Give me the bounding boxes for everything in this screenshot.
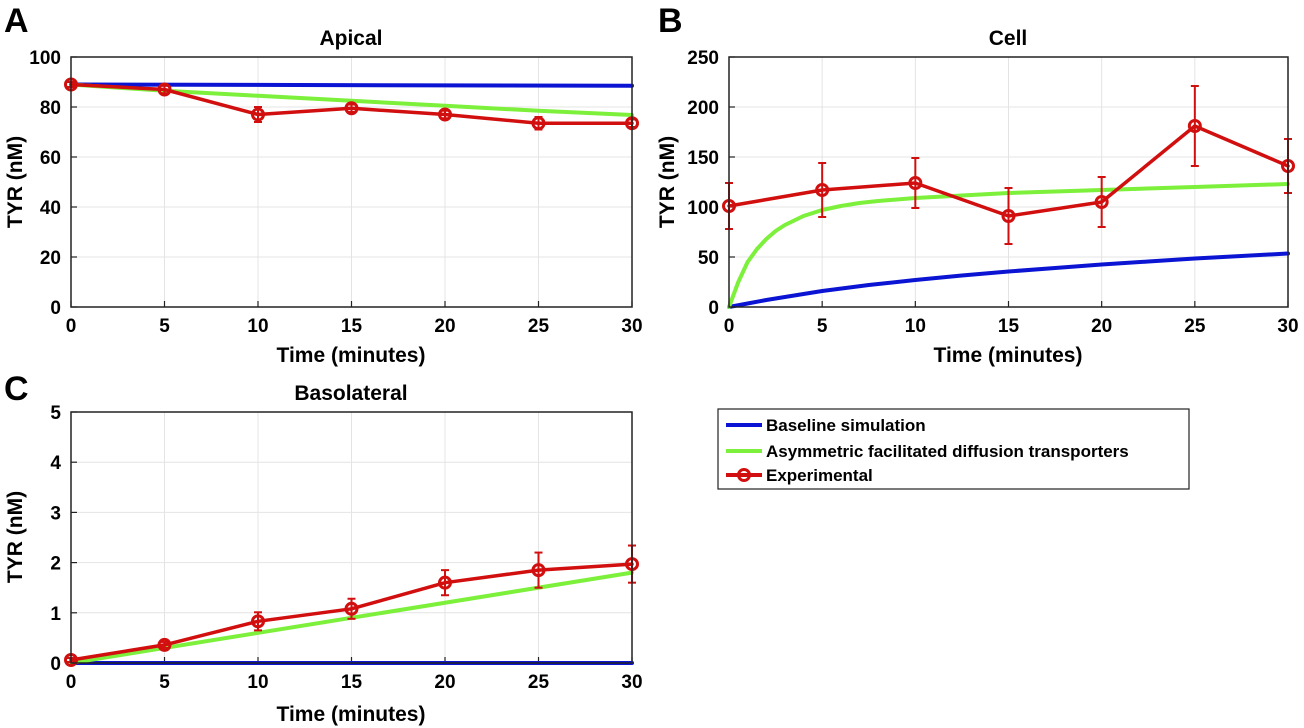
y-tick-label: 200 [687, 98, 719, 119]
series-line-baseline [69, 82, 634, 88]
y-tick-label: 250 [687, 48, 719, 69]
x-tick-label: 0 [66, 316, 77, 337]
data-point [344, 601, 359, 616]
data-point [251, 107, 265, 122]
x-tick-label: 5 [159, 672, 170, 693]
legend-box [717, 408, 1190, 490]
panel-letter-a: A [4, 2, 29, 40]
data-point [438, 575, 452, 590]
x-tick-label: 5 [817, 316, 828, 337]
panel-b-ylabel: TYR (nM) [656, 136, 679, 228]
y-tick-label: 2 [50, 554, 61, 575]
data-point [157, 82, 172, 97]
legend-label-asymmetric: Asymmetric facilitated diffusion transpo… [766, 442, 1129, 461]
x-tick-label: 20 [434, 316, 455, 337]
y-tick-label: 0 [708, 298, 719, 319]
data-point [815, 183, 830, 197]
y-tick-label: 60 [40, 148, 61, 169]
x-tick-label: 10 [905, 316, 926, 337]
y-tick-label: 0 [50, 298, 61, 319]
y-tick-label: 100 [687, 198, 719, 219]
panel-a: A Apical 0 5 10 15 20 25 30 0 20 40 60 80 100 Time (… [4, 2, 643, 367]
x-tick-label: 15 [341, 672, 363, 693]
x-tick-label: 10 [247, 316, 268, 337]
panel-a-title: Apical [319, 27, 382, 50]
x-tick-label: 0 [724, 316, 735, 337]
legend-marker-experimental [737, 468, 751, 482]
panel-a-grid [70, 56, 633, 308]
x-tick-label: 30 [621, 316, 642, 337]
panel-c-ylabel: TYR (nM) [4, 491, 27, 583]
panel-c-axes-box [70, 411, 633, 664]
data-point [157, 637, 172, 652]
data-point [251, 614, 265, 629]
panel-b-ticks: 0 5 10 15 20 25 30 0 50 100 150 200 250 [687, 48, 1298, 337]
y-tick-label: 50 [698, 248, 719, 269]
x-tick-label: 30 [1277, 316, 1298, 337]
panel-c-xlabel: Time (minutes) [277, 703, 426, 726]
panel-c-grid [70, 411, 633, 664]
panel-c-title: Basolateral [294, 382, 407, 405]
data-point [438, 107, 452, 122]
data-point [1187, 119, 1202, 133]
panel-b-xlabel: Time (minutes) [934, 344, 1083, 367]
y-tick-label: 100 [29, 48, 61, 69]
panel-a-xlabel: Time (minutes) [277, 344, 426, 367]
x-tick-label: 15 [341, 316, 363, 337]
panel-c: C Basolateral 0 5 10 15 20 25 30 0 1 2 3 4 5 Time (m… [4, 370, 643, 726]
data-point [531, 563, 546, 578]
panel-a-series [64, 77, 639, 131]
series-line-baseline [727, 251, 1290, 309]
x-tick-label: 15 [998, 316, 1020, 337]
panel-letter-b: B [658, 2, 683, 40]
data-point [1094, 195, 1109, 209]
y-tick-label: 150 [687, 148, 719, 169]
panel-c-ticks: 0 5 10 15 20 25 30 0 1 2 3 4 5 [50, 403, 642, 693]
x-tick-label: 10 [247, 672, 268, 693]
x-tick-label: 25 [528, 672, 550, 693]
x-tick-label: 0 [66, 672, 77, 693]
panel-b-axes-box [728, 56, 1289, 308]
panel-a-ylabel: TYR (nM) [4, 136, 27, 228]
legend-label-baseline: Baseline simulation [766, 416, 926, 435]
data-point [1001, 209, 1016, 223]
y-tick-label: 40 [40, 198, 61, 219]
panel-a-axes-box [70, 56, 633, 308]
x-tick-label: 20 [434, 672, 455, 693]
legend: Baseline simulation Asymmetric facilitat… [717, 408, 1190, 490]
y-tick-label: 1 [50, 604, 61, 625]
panel-a-ticks: 0 5 10 15 20 25 30 0 20 40 60 80 100 [29, 48, 642, 337]
panel-b-series [722, 85, 1295, 309]
data-point [531, 116, 546, 131]
x-tick-label: 25 [528, 316, 550, 337]
y-tick-label: 0 [50, 654, 61, 675]
y-tick-label: 5 [50, 403, 61, 424]
y-tick-label: 20 [40, 248, 61, 269]
panel-b: B Cell 0 5 10 15 20 25 30 0 50 100 150 200 250 Time … [656, 2, 1299, 367]
x-tick-label: 30 [621, 672, 642, 693]
y-tick-label: 80 [40, 98, 61, 119]
x-tick-label: 20 [1091, 316, 1112, 337]
data-point [344, 101, 359, 116]
data-point [908, 176, 923, 190]
y-tick-label: 3 [50, 503, 61, 524]
panel-b-title: Cell [989, 27, 1028, 50]
panel-letter-c: C [4, 370, 29, 408]
x-tick-label: 25 [1184, 316, 1206, 337]
legend-label-experimental: Experimental [766, 466, 873, 485]
x-tick-label: 5 [159, 316, 170, 337]
y-tick-label: 4 [50, 453, 61, 474]
series-line-asymmetric [727, 182, 1290, 309]
